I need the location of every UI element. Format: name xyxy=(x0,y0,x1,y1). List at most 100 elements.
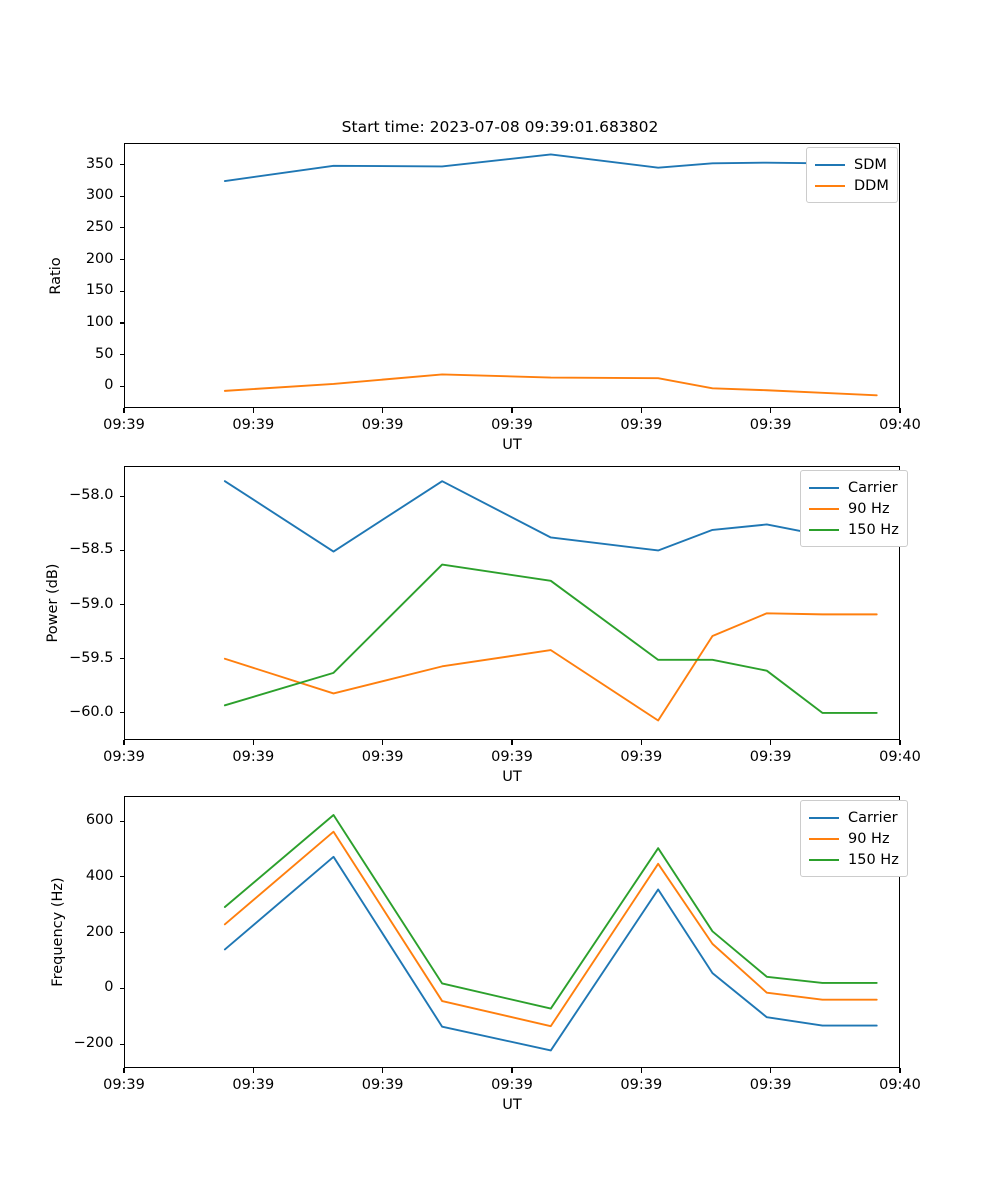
x-axis-label-1: UT xyxy=(502,437,522,453)
y-tick-label: 350 xyxy=(85,155,114,172)
x-tick-mark xyxy=(511,408,513,413)
x-tick-label: 09:39 xyxy=(620,1077,663,1093)
legend-swatch-90hz xyxy=(809,837,839,840)
x-tick-label: 09:39 xyxy=(232,1077,275,1093)
y-axis-label-3: Frequency (Hz) xyxy=(50,877,66,987)
x-tick-label: 09:39 xyxy=(361,1077,404,1093)
legend-2[interactable]: Carrier 90 Hz 150 Hz xyxy=(800,470,908,547)
y-tick-label: 150 xyxy=(85,282,114,299)
x-tick-label: 09:40 xyxy=(879,749,921,765)
legend-item: 150 Hz xyxy=(809,519,899,540)
y-tick-label: −60.0 xyxy=(69,703,114,720)
legend-swatch-carrier xyxy=(809,816,839,819)
y-tick-label: −200 xyxy=(73,1035,114,1052)
y-tick-label: 0 xyxy=(104,979,114,996)
legend-swatch-90hz xyxy=(809,507,839,510)
legend-item: 90 Hz xyxy=(809,828,899,849)
figure-title: Start time: 2023-07-08 09:39:01.683802 xyxy=(341,118,659,136)
y-tick-mark xyxy=(119,195,124,197)
legend-3[interactable]: Carrier 90 Hz 150 Hz xyxy=(800,800,908,877)
y-tick-mark xyxy=(119,495,124,497)
legend-item: Carrier xyxy=(809,477,899,498)
x-tick-label: 09:39 xyxy=(491,1077,533,1093)
y-tick-label: 400 xyxy=(85,867,114,884)
x-tick-mark xyxy=(770,1068,772,1073)
y-tick-mark xyxy=(119,932,124,934)
x-tick-mark xyxy=(123,408,125,413)
x-tick-mark xyxy=(770,740,772,745)
x-tick-label: 09:39 xyxy=(620,417,663,433)
legend-label-150hz: 150 Hz xyxy=(848,851,899,868)
y-tick-mark xyxy=(119,987,124,990)
y-tick-mark xyxy=(119,354,124,356)
y-tick-mark xyxy=(119,1043,124,1045)
x-tick-mark xyxy=(252,408,254,413)
x-tick-mark xyxy=(511,1068,513,1073)
y-axis-label-2: Power (dB) xyxy=(45,563,61,643)
legend-item: DDM xyxy=(815,175,889,196)
x-tick-mark xyxy=(640,1068,642,1073)
x-tick-label: 09:39 xyxy=(103,1077,145,1093)
legend-swatch-ddm xyxy=(815,184,845,187)
y-tick-label: 200 xyxy=(85,250,114,267)
y-tick-mark xyxy=(119,385,124,387)
x-tick-label: 09:39 xyxy=(232,749,275,765)
y-tick-mark xyxy=(119,712,124,714)
y-tick-label: 50 xyxy=(95,345,114,362)
legend-swatch-150hz xyxy=(809,528,839,531)
x-tick-mark xyxy=(252,1068,254,1073)
x-axis-label-2: UT xyxy=(502,769,522,785)
legend-label-ddm: DDM xyxy=(854,177,889,194)
subplot-frequency: 09:39 09:39 09:39 09:39 09:39 09:39 09:40 −200 0… xyxy=(0,0,1000,1113)
x-tick-mark xyxy=(770,408,772,413)
legend-1[interactable]: SDM DDM xyxy=(806,147,898,203)
x-tick-label: 09:40 xyxy=(879,1077,921,1093)
legend-swatch-150hz xyxy=(809,858,839,861)
x-tick-mark xyxy=(382,1068,384,1073)
legend-label-90hz: 90 Hz xyxy=(848,500,890,517)
legend-label-sdm: SDM xyxy=(854,156,887,173)
x-tick-label: 09:39 xyxy=(749,417,792,433)
y-tick-mark xyxy=(119,658,124,660)
x-axis-label-3: UT xyxy=(502,1097,522,1113)
legend-swatch-sdm xyxy=(815,163,845,166)
x-tick-label: 09:39 xyxy=(103,417,145,433)
subplot-power: 09:39 09:39 09:39 09:39 09:39 09:39 09:40 −60.0… xyxy=(0,0,1000,785)
x-tick-label: 09:39 xyxy=(361,417,404,433)
y-tick-mark xyxy=(119,604,124,606)
y-tick-label: 100 xyxy=(85,314,114,331)
legend-item: 150 Hz xyxy=(809,849,899,870)
x-tick-mark xyxy=(899,740,901,745)
legend-swatch-carrier xyxy=(809,486,839,489)
y-tick-mark xyxy=(119,322,124,324)
y-tick-label: −59.5 xyxy=(69,649,114,666)
y-tick-label: 0 xyxy=(104,377,114,394)
legend-label-carrier: Carrier xyxy=(848,809,898,826)
legend-item: 90 Hz xyxy=(809,498,899,519)
y-tick-label: −58.0 xyxy=(69,487,114,504)
axes-frame-3 xyxy=(124,796,900,1068)
x-tick-mark xyxy=(123,740,125,745)
x-tick-mark xyxy=(382,740,384,745)
y-tick-mark xyxy=(119,876,124,878)
axes-frame-1 xyxy=(124,143,900,408)
x-tick-label: 09:39 xyxy=(103,749,145,765)
y-tick-label: 200 xyxy=(85,923,114,940)
x-tick-mark xyxy=(899,1068,901,1073)
subplot-ratio: 09:39 09:39 09:39 09:39 09:39 09:39 09:40 0 50 10… xyxy=(0,0,1000,453)
legend-label-carrier: Carrier xyxy=(848,479,898,496)
y-tick-label: 250 xyxy=(85,218,114,235)
x-tick-mark xyxy=(899,408,901,413)
y-tick-mark xyxy=(119,820,124,822)
x-tick-label: 09:39 xyxy=(749,749,792,765)
x-tick-label: 09:39 xyxy=(749,1077,792,1093)
axes-frame-2 xyxy=(124,466,900,740)
x-tick-mark xyxy=(382,408,384,413)
y-tick-label: 600 xyxy=(85,812,114,829)
y-tick-label: −59.0 xyxy=(69,595,114,612)
y-tick-label: −58.5 xyxy=(69,541,114,558)
y-tick-mark xyxy=(119,227,124,229)
legend-label-90hz: 90 Hz xyxy=(848,830,890,847)
y-tick-mark xyxy=(119,164,124,166)
